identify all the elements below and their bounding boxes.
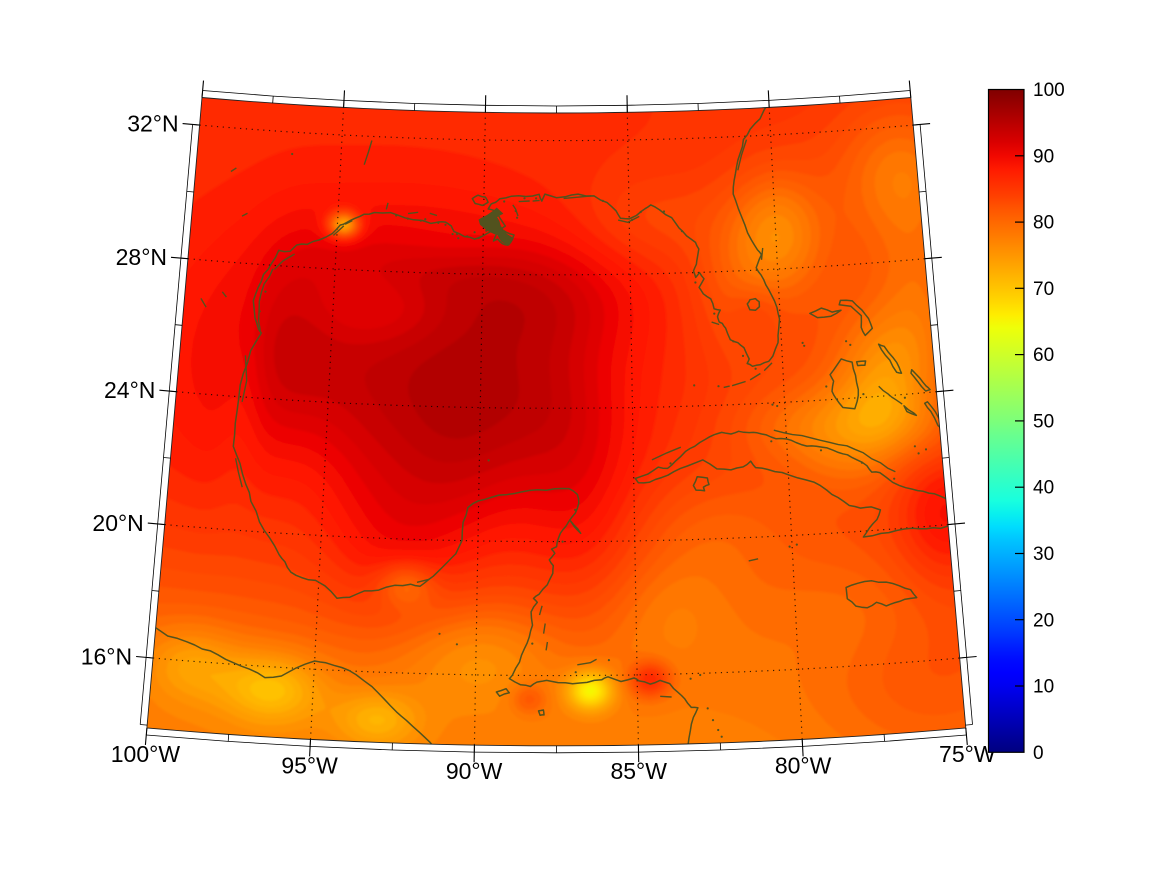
svg-text:0: 0 <box>1033 743 1044 764</box>
svg-text:50: 50 <box>1033 412 1054 433</box>
svg-text:80: 80 <box>1033 213 1054 234</box>
svg-text:85°W: 85°W <box>610 758 667 784</box>
svg-text:70: 70 <box>1033 279 1054 300</box>
svg-text:90°W: 90°W <box>446 758 503 784</box>
svg-text:40: 40 <box>1033 478 1054 499</box>
svg-text:28°N: 28°N <box>116 244 167 270</box>
svg-text:32°N: 32°N <box>127 111 178 137</box>
svg-text:60: 60 <box>1033 345 1054 366</box>
svg-text:20°N: 20°N <box>92 510 143 536</box>
svg-text:10: 10 <box>1033 677 1054 698</box>
svg-text:95°W: 95°W <box>281 752 338 778</box>
svg-text:20: 20 <box>1033 610 1054 631</box>
svg-text:75°W: 75°W <box>939 741 996 767</box>
svg-text:24°N: 24°N <box>104 377 155 403</box>
svg-text:100°W: 100°W <box>111 741 181 767</box>
svg-text:80°W: 80°W <box>775 752 832 778</box>
svg-text:30: 30 <box>1033 544 1054 565</box>
svg-text:100: 100 <box>1033 80 1065 101</box>
svg-text:16°N: 16°N <box>81 643 132 669</box>
svg-text:90: 90 <box>1033 146 1054 167</box>
